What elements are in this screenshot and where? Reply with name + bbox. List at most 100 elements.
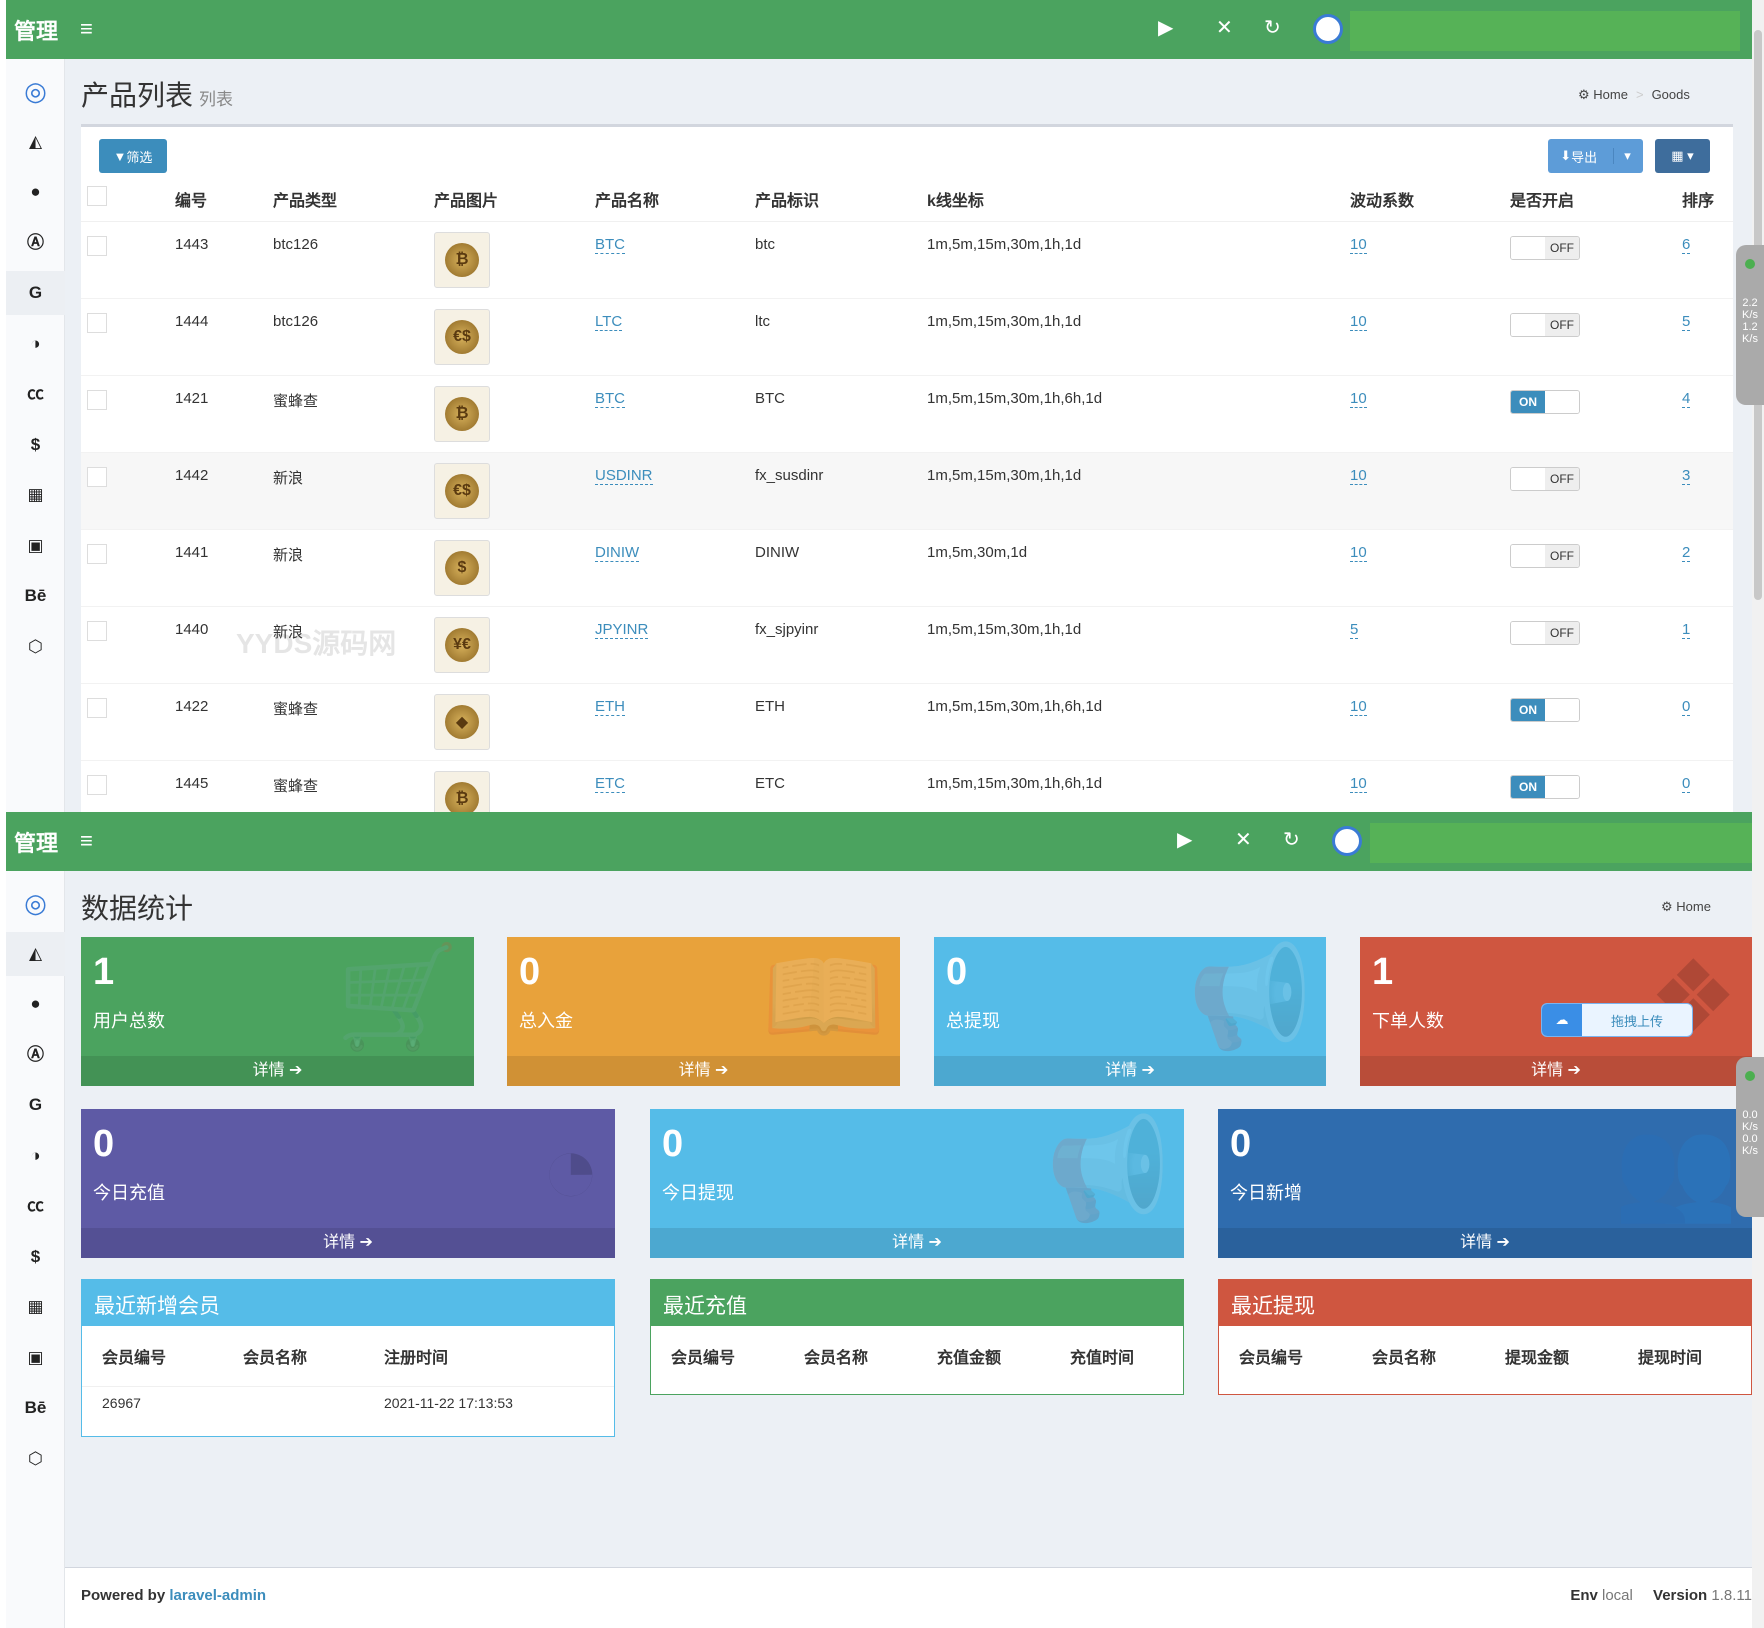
adjust-icon[interactable]: ◑: [30, 333, 41, 353]
row-checkbox[interactable]: [87, 620, 107, 641]
sort-editable[interactable]: 0: [1682, 697, 1691, 716]
sort-editable[interactable]: 6: [1682, 235, 1691, 254]
app-store-icon[interactable]: Ⓐ: [27, 232, 44, 252]
app-logo[interactable]: 管理: [14, 831, 59, 856]
sort-editable[interactable]: 2: [1682, 543, 1691, 562]
enabled-toggle[interactable]: OFF: [1510, 543, 1580, 568]
breadcrumb-home[interactable]: Home: [1676, 899, 1711, 914]
app-logo[interactable]: 管理: [14, 19, 59, 44]
columns-button[interactable]: ▦ ▾: [1655, 139, 1710, 173]
chevron-down-icon[interactable]: ▾: [1613, 148, 1631, 164]
row-checkbox[interactable]: [87, 774, 107, 795]
product-name-link[interactable]: LTC: [595, 312, 623, 331]
dollar-icon[interactable]: $: [30, 434, 41, 454]
enabled-toggle[interactable]: OFF: [1510, 620, 1580, 645]
row-checkbox[interactable]: [87, 466, 107, 487]
enabled-toggle[interactable]: ON: [1510, 697, 1580, 722]
product-name-link[interactable]: BTC: [595, 235, 625, 254]
row-checkbox[interactable]: [87, 312, 107, 333]
network-speed-widget[interactable]: 0.0 K/s 0.0 K/s: [1736, 1057, 1764, 1217]
factor-editable[interactable]: 5: [1350, 620, 1359, 639]
detail-link[interactable]: 详情 ➔: [1218, 1228, 1752, 1258]
detail-link[interactable]: 详情 ➔: [650, 1228, 1184, 1258]
sort-editable[interactable]: 1: [1682, 620, 1691, 639]
product-name-link[interactable]: ETH: [595, 697, 625, 716]
google-icon[interactable]: G: [28, 1095, 43, 1114]
sort-editable[interactable]: 4: [1682, 389, 1691, 408]
product-image[interactable]: ₿: [434, 385, 490, 442]
navbar-user-area[interactable]: [1350, 11, 1740, 51]
row-checkbox[interactable]: [87, 389, 107, 410]
detail-link[interactable]: 详情 ➔: [81, 1228, 615, 1258]
enabled-toggle[interactable]: OFF: [1510, 312, 1580, 337]
detail-link[interactable]: 详情 ➔: [1360, 1056, 1752, 1086]
factor-editable[interactable]: 10: [1350, 235, 1367, 254]
user-icon[interactable]: ●: [30, 994, 41, 1013]
area-chart-icon[interactable]: ◭: [28, 131, 43, 151]
image-icon[interactable]: ▣: [27, 535, 44, 555]
enabled-toggle[interactable]: OFF: [1510, 466, 1580, 491]
column-header[interactable]: 是否开启: [1510, 177, 1682, 222]
column-header[interactable]: 编号: [175, 177, 273, 222]
detail-link[interactable]: 详情 ➔: [507, 1056, 900, 1086]
calculator-icon[interactable]: ▦: [27, 485, 44, 504]
network-speed-widget[interactable]: 2.2 K/s 1.2 K/s: [1736, 245, 1764, 405]
factor-editable[interactable]: 10: [1350, 466, 1367, 485]
user-avatar[interactable]: [1313, 14, 1343, 44]
laravel-admin-link[interactable]: laravel-admin: [169, 1587, 267, 1604]
cog-icon[interactable]: ⬡: [28, 636, 43, 656]
logo-icon[interactable]: ◎: [24, 76, 47, 106]
select-all-checkbox[interactable]: [81, 177, 175, 222]
row-checkbox[interactable]: [87, 697, 107, 718]
refresh-icon[interactable]: ↻: [1283, 829, 1300, 851]
fullscreen-icon[interactable]: ✕: [1216, 17, 1233, 39]
user-icon[interactable]: ●: [30, 182, 41, 201]
product-name-link[interactable]: BTC: [595, 389, 625, 408]
user-avatar[interactable]: [1332, 826, 1362, 856]
creative-commons-icon[interactable]: ㏄: [27, 384, 44, 403]
detail-link[interactable]: 详情 ➔: [81, 1056, 474, 1086]
enabled-toggle[interactable]: OFF: [1510, 235, 1580, 260]
row-checkbox[interactable]: [87, 235, 107, 256]
row-checkbox[interactable]: [87, 543, 107, 564]
detail-link[interactable]: 详情 ➔: [934, 1056, 1326, 1086]
product-name-link[interactable]: JPYINR: [595, 620, 649, 639]
sort-editable[interactable]: 5: [1682, 312, 1691, 331]
navbar-user-area[interactable]: [1370, 823, 1752, 863]
column-header[interactable]: k线坐标: [927, 177, 1350, 222]
play-icon[interactable]: ▶: [1177, 829, 1193, 851]
column-header[interactable]: 产品标识: [755, 177, 927, 222]
behance-icon[interactable]: Bē: [24, 586, 47, 605]
refresh-icon[interactable]: ↻: [1264, 17, 1281, 39]
calculator-icon[interactable]: ▦: [27, 1297, 44, 1316]
play-icon[interactable]: ▶: [1158, 17, 1174, 39]
product-name-link[interactable]: USDINR: [595, 466, 653, 485]
sort-editable[interactable]: 3: [1682, 466, 1691, 485]
product-image[interactable]: $: [434, 539, 490, 596]
enabled-toggle[interactable]: ON: [1510, 389, 1580, 414]
dollar-icon[interactable]: $: [30, 1246, 41, 1266]
export-button[interactable]: ⬇ 导出 ▾: [1548, 139, 1643, 173]
factor-editable[interactable]: 10: [1350, 312, 1367, 331]
column-header[interactable]: 波动系数: [1350, 177, 1510, 222]
column-header[interactable]: 产品图片: [434, 177, 595, 222]
menu-toggle-icon[interactable]: ≡: [80, 16, 93, 41]
menu-toggle-icon[interactable]: ≡: [80, 828, 93, 853]
product-image[interactable]: ◆: [434, 693, 490, 750]
logo-icon[interactable]: ◎: [24, 888, 47, 918]
column-header[interactable]: 产品名称: [595, 177, 755, 222]
product-image[interactable]: €$: [434, 462, 490, 519]
adjust-icon[interactable]: ◑: [30, 1145, 41, 1165]
creative-commons-icon[interactable]: ㏄: [27, 1196, 44, 1215]
product-image[interactable]: €$: [434, 308, 490, 365]
column-header[interactable]: 产品类型: [273, 177, 434, 222]
enabled-toggle[interactable]: ON: [1510, 774, 1580, 799]
factor-editable[interactable]: 10: [1350, 697, 1367, 716]
product-name-link[interactable]: ETC: [595, 774, 625, 793]
behance-icon[interactable]: Bē: [24, 1398, 47, 1417]
factor-editable[interactable]: 10: [1350, 389, 1367, 408]
product-image[interactable]: ₿: [434, 231, 490, 288]
factor-editable[interactable]: 10: [1350, 543, 1367, 562]
factor-editable[interactable]: 10: [1350, 774, 1367, 793]
sort-editable[interactable]: 0: [1682, 774, 1691, 793]
